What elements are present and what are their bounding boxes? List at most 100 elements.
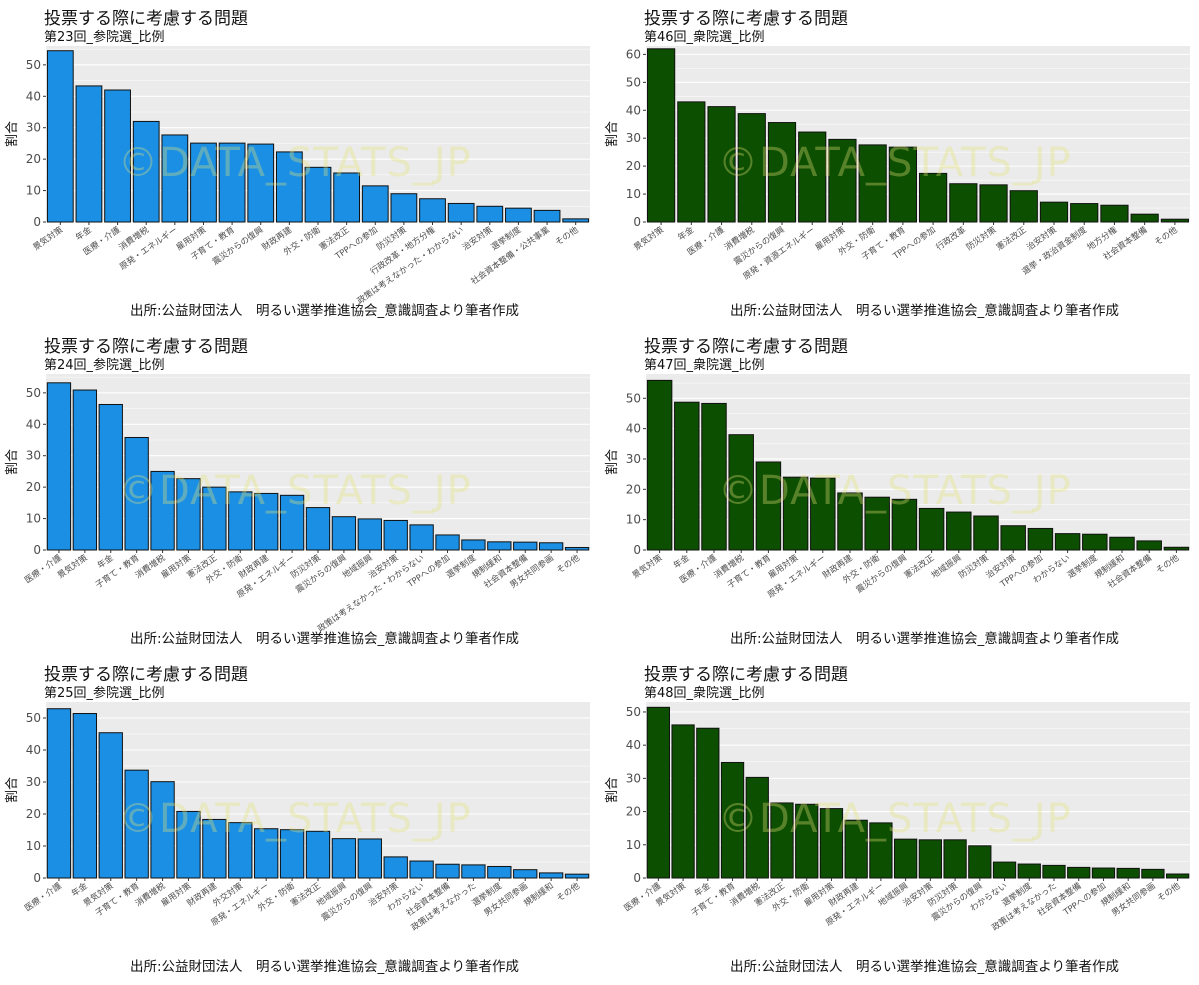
y-tick-label: 50 — [26, 386, 41, 400]
bar — [331, 516, 357, 551]
x-tick-label: その他 — [1155, 880, 1183, 904]
bar — [124, 436, 149, 551]
bar — [1141, 868, 1165, 879]
bar — [361, 185, 389, 223]
bar — [409, 860, 434, 879]
bar — [1009, 190, 1038, 223]
bar — [150, 470, 175, 551]
chart-caption: 出所:公益財団法人 明るい選挙推進協会_意識調査より筆者作成 — [129, 303, 520, 319]
bar — [1136, 540, 1162, 551]
bar — [979, 184, 1008, 223]
bar — [538, 542, 564, 551]
chart-subtitle: 第24回_参院選_比例 — [44, 358, 165, 373]
y-tick-label: 10 — [26, 512, 41, 526]
bar — [279, 829, 305, 879]
bar — [795, 803, 819, 879]
y-tick-label: 20 — [26, 807, 41, 821]
bar — [864, 496, 890, 551]
x-tick-label: 行政改革 — [934, 224, 969, 253]
bar — [1163, 546, 1190, 551]
chart-panel: 投票する際に考慮する問題 第23回_参院選_比例 0 10 20 30 40 50 割合 景気対策… — [0, 0, 599, 328]
bar — [505, 207, 532, 223]
bar — [677, 101, 706, 223]
x-tick-label: 防災対策 — [964, 224, 999, 253]
chart-panel: 投票する際に考慮する問題 第24回_参院選_比例 0 10 20 30 40 50 割合 医療・介… — [0, 328, 599, 656]
bar — [946, 511, 972, 551]
bar — [304, 166, 332, 223]
chart-title: 投票する際に考慮する問題 — [644, 337, 848, 357]
bar — [1130, 213, 1159, 223]
bar — [869, 822, 893, 879]
bar — [1000, 525, 1026, 551]
bar — [1042, 864, 1066, 879]
bar — [228, 822, 253, 879]
y-tick-label: 40 — [26, 417, 41, 431]
plot-background — [646, 46, 1190, 222]
bar — [707, 106, 736, 223]
bar — [513, 869, 538, 879]
bar — [1109, 536, 1135, 551]
y-tick-label: 40 — [626, 738, 641, 752]
y-tick-label: 30 — [26, 449, 41, 463]
chart-panel: 投票する際に考慮する問題 第48回_衆院選_比例 0 10 20 30 40 50 割合 医療・介… — [600, 656, 1199, 984]
bar — [279, 494, 305, 551]
bar — [755, 461, 782, 551]
bar — [1054, 533, 1081, 551]
chart-caption: 出所:公益財団法人 明るい選挙推進協会_意識調査より筆者作成 — [129, 631, 520, 647]
y-tick-label: 10 — [626, 513, 641, 527]
bar — [968, 845, 992, 879]
y-tick-label: 0 — [633, 215, 641, 229]
chart-caption: 出所:公益財団法人 明るい選挙推進協会_意識調査より筆者作成 — [729, 959, 1120, 975]
y-tick-label: 10 — [626, 187, 641, 201]
bar — [190, 142, 217, 223]
bar — [1100, 204, 1129, 223]
x-tick-label: その他 — [555, 552, 583, 576]
bar — [720, 761, 745, 879]
bar — [419, 198, 446, 223]
bar — [132, 120, 160, 223]
chart-title: 投票する際に考慮する問題 — [44, 337, 248, 357]
bar — [254, 828, 279, 879]
bar — [533, 209, 561, 223]
chart-caption: 出所:公益財団法人 明るい選挙推進協会_意識調査より筆者作成 — [729, 631, 1120, 647]
bar — [72, 713, 98, 879]
bar — [564, 873, 590, 879]
bar — [1166, 873, 1190, 879]
bar — [1017, 863, 1041, 879]
y-tick-label: 40 — [626, 103, 641, 117]
y-tick-label: 30 — [626, 452, 641, 466]
chart-title: 投票する際に考慮する問題 — [644, 665, 848, 685]
bar — [837, 492, 863, 551]
x-tick-label: 治安対策 — [460, 224, 495, 253]
y-axis-label: 割合 — [4, 449, 20, 475]
bar — [1070, 203, 1099, 223]
bar — [646, 706, 670, 879]
bar — [247, 143, 275, 223]
bar — [72, 389, 98, 551]
plot-background — [646, 374, 1190, 550]
chart-panel: 投票する際に考慮する問題 第25回_参院選_比例 0 10 20 30 40 50 割合 医療・介… — [0, 656, 599, 984]
bar — [218, 142, 246, 223]
bar — [701, 402, 727, 551]
bar — [150, 781, 175, 879]
bar — [674, 401, 700, 551]
y-tick-label: 0 — [33, 543, 41, 557]
chart-title: 投票する際に考慮する問題 — [644, 9, 848, 29]
bar — [1039, 201, 1069, 223]
bar — [435, 534, 460, 551]
bar — [46, 382, 72, 551]
bar — [828, 138, 857, 223]
bar — [228, 491, 253, 551]
bar — [331, 838, 357, 879]
bar — [745, 776, 769, 879]
y-tick-label: 40 — [26, 743, 41, 757]
x-tick-label: 医療・介護 — [23, 880, 65, 914]
x-tick-label: 景気対策 — [55, 552, 90, 581]
bar — [919, 172, 948, 223]
x-tick-label: その他 — [1154, 552, 1182, 576]
bar — [770, 802, 794, 879]
